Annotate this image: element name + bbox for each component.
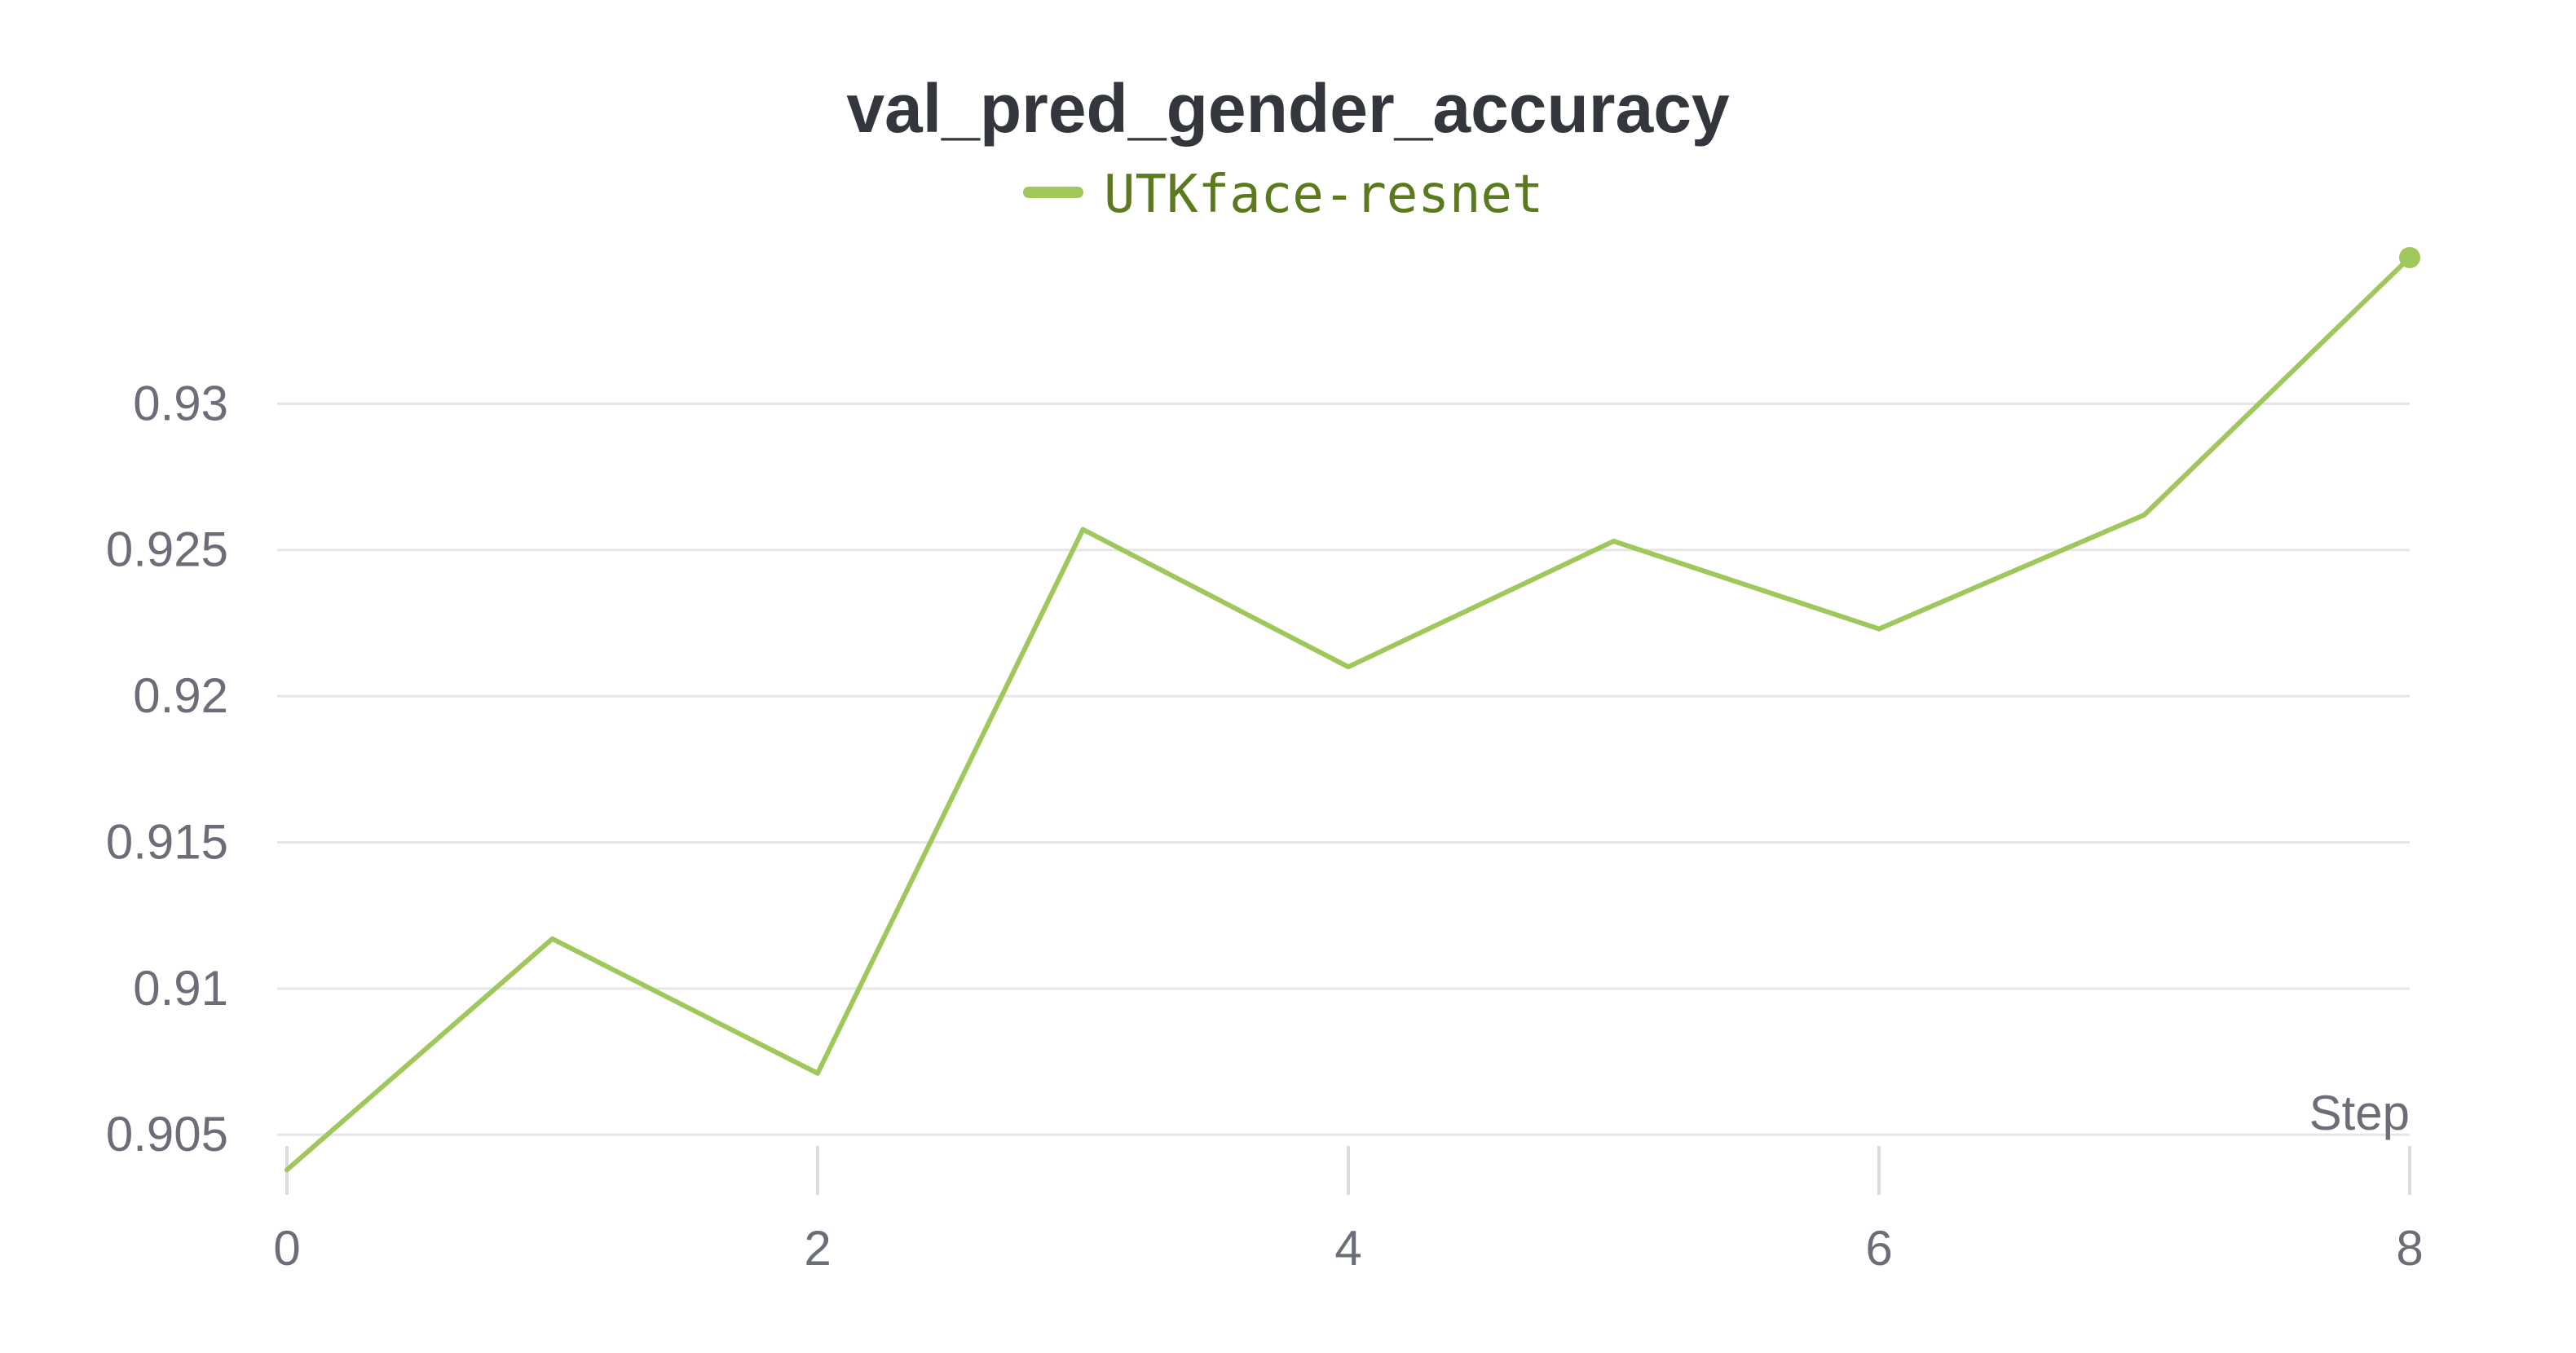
y-tick-label: 0.93 xyxy=(133,376,228,430)
legend-label: UTKface-resnet xyxy=(1104,165,1543,225)
series-line[interactable] xyxy=(285,255,2412,1173)
series-group xyxy=(285,247,2420,1173)
legend[interactable]: UTKface-resnet xyxy=(1023,165,1543,225)
x-tick-label: 4 xyxy=(1334,1221,1361,1276)
x-tick-label: 2 xyxy=(804,1221,831,1276)
y-tick-label: 0.92 xyxy=(133,668,228,723)
x-tick-label: 8 xyxy=(2396,1221,2423,1276)
x-axis-ticks: 0 2 4 6 8 xyxy=(273,1146,2424,1276)
grid-lines xyxy=(277,402,2410,1136)
x-axis-label: Step xyxy=(2309,1086,2410,1140)
x-tick-label: 6 xyxy=(1865,1221,1892,1276)
y-tick-label: 0.925 xyxy=(106,522,228,577)
x-tick-label: 0 xyxy=(273,1221,300,1276)
y-axis-tick-labels: 0.905 0.91 0.915 0.92 0.925 0.93 xyxy=(106,376,228,1161)
y-tick-label: 0.91 xyxy=(133,961,228,1016)
series-end-point[interactable] xyxy=(2399,247,2420,268)
y-tick-label: 0.915 xyxy=(106,814,228,869)
y-tick-label: 0.905 xyxy=(106,1107,228,1161)
chart-title: val_pred_gender_accuracy xyxy=(846,70,1730,147)
